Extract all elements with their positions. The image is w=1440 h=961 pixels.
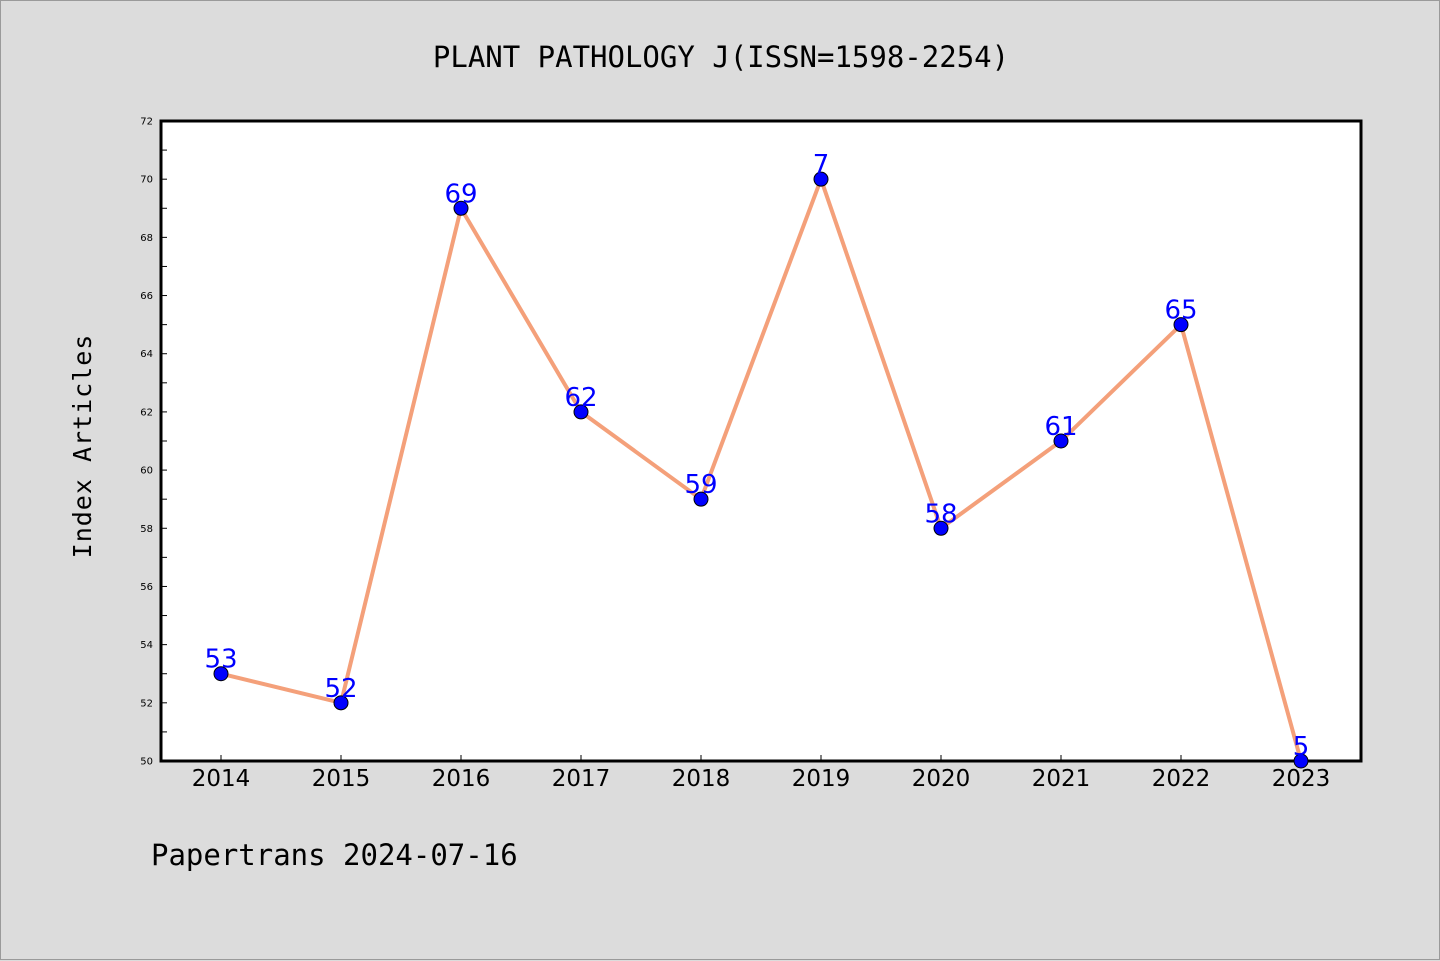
y-tick-label: 70: [140, 175, 153, 186]
x-tick-label: 2023: [1272, 766, 1331, 792]
data-label: 52: [324, 674, 357, 704]
data-point: [573, 404, 589, 420]
data-point: [813, 171, 829, 187]
x-tick-label: 2017: [552, 766, 611, 792]
data-point: [1173, 317, 1189, 333]
footer-text: Papertrans 2024-07-16: [151, 838, 518, 872]
data-label: 59: [684, 470, 717, 500]
y-axis-label: Index Articles: [68, 334, 97, 559]
data-label: 69: [444, 179, 477, 209]
x-tick-label: 2019: [792, 766, 851, 792]
data-label: 61: [1044, 412, 1077, 442]
y-tick-label: 72: [140, 117, 153, 128]
data-label: 65: [1164, 296, 1197, 326]
y-tick-label: 52: [140, 698, 153, 709]
x-tick-label: 2021: [1032, 766, 1091, 792]
data-label: 58: [924, 499, 957, 529]
y-tick-label: 60: [140, 466, 153, 477]
x-tick-label: 2014: [192, 766, 251, 792]
plot-area: [159, 119, 1363, 763]
y-tick-label: 64: [140, 349, 153, 360]
data-label: 62: [564, 383, 597, 413]
data-point: [933, 520, 949, 536]
y-tick-label: 50: [140, 757, 153, 768]
x-tick-label: 2018: [672, 766, 731, 792]
y-axis: 50 52 54 56 58 60 62 64 66 68 70 72: [140, 117, 167, 768]
y-tick-label: 66: [140, 291, 153, 302]
x-tick-label: 2022: [1152, 766, 1211, 792]
x-tick-label: 2016: [432, 766, 491, 792]
data-points: [213, 171, 1309, 769]
chart-title: PLANT PATHOLOGY J(ISSN=1598-2254): [433, 40, 1009, 74]
x-tick-label: 2020: [912, 766, 971, 792]
data-point: [333, 695, 349, 711]
data-point: [213, 666, 229, 682]
x-tick-label: 2015: [312, 766, 371, 792]
data-point: [453, 200, 469, 216]
y-tick-label: 58: [140, 524, 153, 535]
data-point: [1053, 433, 1069, 449]
data-point: [1293, 753, 1309, 769]
y-tick-label: 68: [140, 233, 153, 244]
y-tick-label: 54: [140, 640, 153, 651]
y-tick-label: 62: [140, 407, 153, 418]
data-label: 7: [813, 150, 830, 180]
series-line: [220, 177, 1303, 762]
data-label: 53: [204, 645, 237, 675]
x-axis: 2014 2015 2016 2017 2018 2019 2020 2021 2022 2023: [192, 755, 1331, 792]
y-tick-label: 56: [140, 582, 153, 593]
data-point: [693, 491, 709, 507]
data-label: 5: [1293, 732, 1310, 762]
data-labels: 53 52 69 62 59 7 58 61 65 5: [204, 150, 1309, 762]
